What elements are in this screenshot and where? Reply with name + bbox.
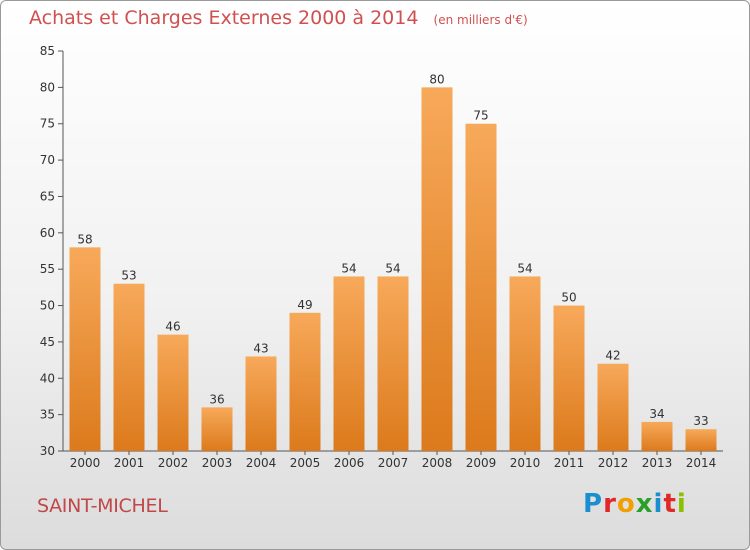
x-tick-label: 2005 bbox=[290, 456, 321, 470]
x-tick-label: 2011 bbox=[554, 456, 585, 470]
x-tick-label: 2008 bbox=[422, 456, 453, 470]
x-tick-label: 2009 bbox=[466, 456, 497, 470]
bar bbox=[377, 276, 409, 451]
bar bbox=[421, 87, 453, 451]
y-tick-label: 75 bbox=[40, 117, 55, 131]
bar bbox=[289, 312, 321, 451]
logo-letter: i bbox=[653, 489, 664, 519]
logo-letter: P bbox=[583, 489, 604, 519]
x-tick-label: 2014 bbox=[686, 456, 717, 470]
bar-value-label: 49 bbox=[297, 298, 312, 312]
bar bbox=[245, 356, 277, 451]
bar bbox=[465, 123, 497, 452]
bar-value-label: 42 bbox=[605, 349, 620, 363]
chart-subtitle: (en milliers d'€) bbox=[433, 13, 528, 27]
bar bbox=[333, 276, 365, 451]
x-tick-label: 2001 bbox=[114, 456, 145, 470]
y-tick-label: 50 bbox=[40, 299, 55, 313]
bar-value-label: 53 bbox=[121, 269, 136, 283]
bar-value-label: 80 bbox=[429, 72, 444, 86]
title-row: Achats et Charges Externes 2000 à 2014 (… bbox=[29, 7, 528, 29]
x-tick-label: 2007 bbox=[378, 456, 409, 470]
y-tick-label: 85 bbox=[40, 44, 55, 58]
x-tick-label: 2002 bbox=[158, 456, 189, 470]
bar-value-label: 36 bbox=[209, 392, 224, 406]
bar bbox=[553, 305, 585, 451]
y-tick-label: 70 bbox=[40, 153, 55, 167]
bar-value-label: 33 bbox=[693, 414, 708, 428]
x-tick-label: 2006 bbox=[334, 456, 365, 470]
bar-value-label: 54 bbox=[385, 261, 400, 275]
y-tick-label: 45 bbox=[40, 335, 55, 349]
bar-value-label: 34 bbox=[649, 407, 664, 421]
chart-title: Achats et Charges Externes 2000 à 2014 bbox=[29, 7, 419, 29]
bar-value-label: 50 bbox=[561, 291, 576, 305]
y-tick-label: 30 bbox=[40, 444, 55, 458]
y-tick-label: 65 bbox=[40, 189, 55, 203]
bar-value-label: 54 bbox=[341, 261, 356, 275]
bar bbox=[157, 334, 189, 451]
x-tick-label: 2010 bbox=[510, 456, 541, 470]
bar bbox=[113, 283, 145, 451]
bar-value-label: 58 bbox=[77, 232, 92, 246]
logo-letter: t bbox=[663, 489, 677, 519]
bar bbox=[641, 421, 673, 451]
logo-letter: r bbox=[603, 489, 617, 519]
logo-letter: i bbox=[676, 489, 687, 519]
x-tick-label: 2000 bbox=[70, 456, 101, 470]
y-tick-label: 40 bbox=[40, 371, 55, 385]
logo-letter: x bbox=[635, 489, 654, 519]
commune-name: SAINT-MICHEL bbox=[37, 495, 168, 517]
logo-letter: o bbox=[616, 489, 636, 519]
x-tick-label: 2013 bbox=[642, 456, 673, 470]
proxiti-logo: Proxiti bbox=[583, 489, 687, 519]
bar bbox=[201, 407, 233, 451]
y-tick-label: 60 bbox=[40, 226, 55, 240]
bar-value-label: 54 bbox=[517, 261, 532, 275]
bar-value-label: 75 bbox=[473, 109, 488, 123]
bar bbox=[509, 276, 541, 451]
y-tick-label: 35 bbox=[40, 408, 55, 422]
bar bbox=[69, 247, 101, 451]
bar-value-label: 46 bbox=[165, 320, 180, 334]
x-tick-label: 2012 bbox=[598, 456, 629, 470]
y-tick-label: 55 bbox=[40, 262, 55, 276]
y-tick-label: 80 bbox=[40, 80, 55, 94]
bar-value-label: 43 bbox=[253, 341, 268, 355]
x-tick-label: 2004 bbox=[246, 456, 277, 470]
bar bbox=[597, 363, 629, 451]
bar bbox=[685, 429, 717, 451]
x-tick-label: 2003 bbox=[202, 456, 233, 470]
